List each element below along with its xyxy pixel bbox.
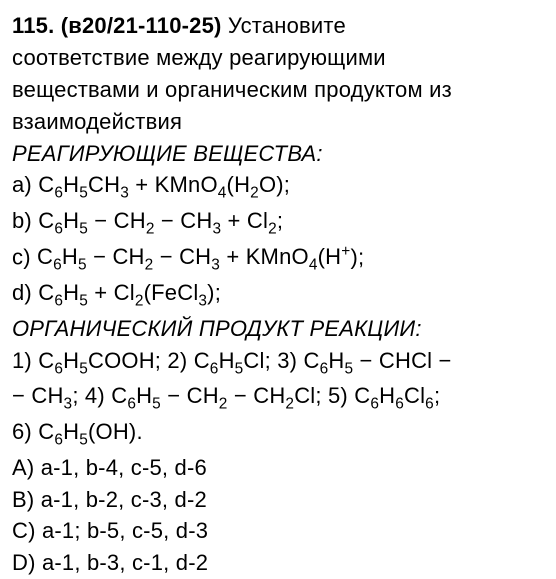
prompt-start: Установите [228, 13, 346, 38]
reagent-d-formula: C6H5 + Cl2(FeCl3); [38, 280, 221, 305]
products-line2: − CH3; 4) C6H5 − CH2 − CH2Cl; 5) C6H6Cl6… [12, 380, 544, 416]
products-line1: 1) C6H5COOH; 2) C6H5Cl; 3) C6H5 − CHCl − [12, 345, 544, 381]
prompt-line4: взаимодействия [12, 106, 544, 138]
products-header: ОРГАНИЧЕСКИЙ ПРОДУКТ РЕАКЦИИ: [12, 313, 544, 345]
answer-B: B) a-1, b-2, c-3, d-2 [12, 484, 544, 516]
question-number: 115. [12, 13, 54, 38]
answer-C-label: C) [12, 518, 36, 543]
answer-D: D) a-1, b-3, c-1, d-2 [12, 547, 544, 579]
answer-D-label: D) [12, 550, 36, 575]
reagent-b-label: b) [12, 208, 32, 233]
answer-B-text: a-1, b-2, c-3, d-2 [41, 487, 207, 512]
question-block: 115. (в20/21-110-25) Установите соответс… [12, 10, 544, 579]
answer-A-text: a-1, b-4, c-5, d-6 [41, 455, 207, 480]
answer-C: C) a-1; b-5, c-5, d-3 [12, 515, 544, 547]
reagent-d: d) C6H5 + Cl2(FeCl3); [12, 277, 544, 313]
reagent-b: b) C6H5 − CH2 − CH3 + Cl2; [12, 205, 544, 241]
question-header-line: 115. (в20/21-110-25) Установите [12, 10, 544, 42]
reagent-a-label: a) [12, 172, 32, 197]
prompt-line2: соответствие между реагирующими [12, 42, 544, 74]
products-line3: 6) C6H5(OH). [12, 416, 544, 452]
reagent-a: a) C6H5CH3 + KMnO4(H2O); [12, 169, 544, 205]
reagents-header: РЕАГИРУЮЩИЕ ВЕЩЕСТВА: [12, 138, 544, 170]
answer-A: A) a-1, b-4, c-5, d-6 [12, 452, 544, 484]
answer-B-label: B) [12, 487, 34, 512]
reagent-c-label: c) [12, 244, 31, 269]
reagent-b-formula: C6H5 − CH2 − CH3 + Cl2; [38, 208, 283, 233]
answer-D-text: a-1, b-3, c-1, d-2 [42, 550, 208, 575]
prompt-line3: веществами и органическим продуктом из [12, 74, 544, 106]
answer-A-label: A) [12, 455, 34, 480]
reagent-a-formula: C6H5CH3 + KMnO4(H2O); [38, 172, 290, 197]
reagent-c-end: ); [350, 244, 364, 269]
reagent-d-label: d) [12, 280, 32, 305]
question-code: (в20/21-110-25) [61, 13, 222, 38]
reagent-c-start: C6H5 − CH2 − CH3 + KMnO4(H [37, 244, 341, 269]
reagent-c: c) C6H5 − CH2 − CH3 + KMnO4(H+); [12, 241, 544, 277]
answer-C-text: a-1; b-5, c-5, d-3 [42, 518, 208, 543]
